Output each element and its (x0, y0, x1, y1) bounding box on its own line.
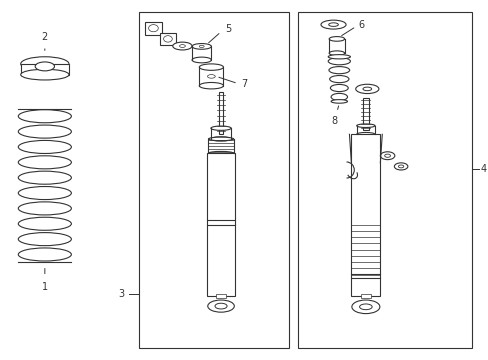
Ellipse shape (210, 126, 231, 130)
Bar (363, 98, 368, 130)
Text: 4: 4 (480, 164, 486, 174)
Ellipse shape (351, 300, 379, 314)
Ellipse shape (355, 84, 378, 94)
Ellipse shape (215, 303, 226, 309)
Ellipse shape (172, 42, 192, 50)
Bar (218, 93, 223, 134)
Text: 7: 7 (241, 79, 247, 89)
Ellipse shape (210, 137, 231, 141)
Ellipse shape (328, 23, 338, 26)
Ellipse shape (393, 163, 407, 170)
Ellipse shape (207, 300, 234, 312)
Ellipse shape (199, 64, 223, 70)
Text: 8: 8 (331, 116, 337, 126)
Ellipse shape (20, 57, 69, 71)
Ellipse shape (163, 36, 172, 42)
Ellipse shape (192, 57, 211, 63)
Ellipse shape (148, 24, 158, 32)
Ellipse shape (356, 132, 374, 136)
Ellipse shape (330, 100, 347, 103)
Ellipse shape (362, 87, 371, 91)
Ellipse shape (359, 304, 371, 310)
Ellipse shape (207, 75, 215, 78)
Bar (206, 153, 235, 296)
Ellipse shape (327, 55, 350, 59)
Bar (360, 294, 370, 298)
FancyBboxPatch shape (144, 22, 162, 35)
Ellipse shape (320, 20, 346, 29)
Bar (298, 12, 471, 348)
Ellipse shape (208, 137, 233, 141)
Ellipse shape (20, 69, 69, 80)
Ellipse shape (192, 44, 211, 49)
Text: 3: 3 (118, 289, 124, 299)
Bar (139, 12, 288, 348)
FancyBboxPatch shape (160, 33, 175, 45)
Ellipse shape (199, 82, 223, 89)
Ellipse shape (328, 51, 344, 55)
Ellipse shape (380, 152, 394, 159)
Ellipse shape (199, 45, 203, 48)
Text: 2: 2 (41, 32, 48, 42)
Text: 1: 1 (41, 282, 48, 292)
Ellipse shape (328, 37, 344, 41)
Bar (351, 134, 380, 296)
Bar (215, 294, 226, 298)
Ellipse shape (398, 165, 403, 168)
Ellipse shape (356, 124, 374, 127)
Ellipse shape (384, 154, 390, 157)
Ellipse shape (179, 45, 185, 48)
Text: 5: 5 (224, 24, 231, 34)
Ellipse shape (35, 62, 54, 71)
Text: 6: 6 (358, 19, 364, 30)
Bar (20, 64, 69, 75)
Ellipse shape (208, 152, 233, 155)
